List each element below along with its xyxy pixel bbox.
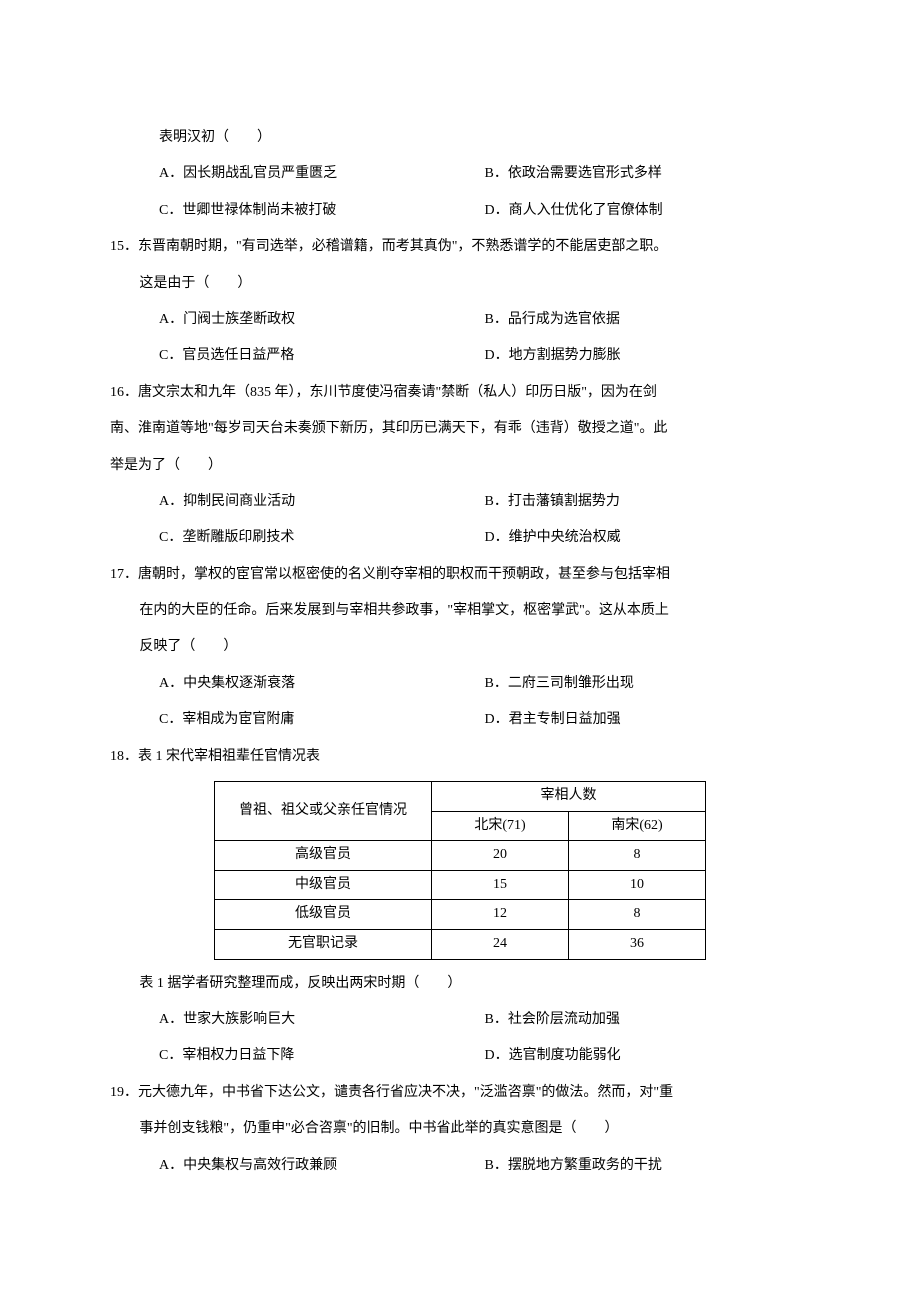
q17-stem-line3: 反映了（ ） <box>110 629 810 665</box>
q18-r1-bs: 15 <box>432 870 569 900</box>
q15-options-row2: C．官员选任日益严格 D．地方割据势力膨胀 <box>110 338 810 374</box>
q14-stem-trail: 表明汉初（ ） <box>110 120 810 156</box>
q18-r3-bs: 24 <box>432 930 569 960</box>
q18-r0-label: 高级官员 <box>215 841 432 871</box>
q14-opt-d: D．商人入仕优化了官僚体制 <box>485 193 811 229</box>
q17-opt-a: A．中央集权逐渐衰落 <box>159 666 485 702</box>
q19-opt-a: A．中央集权与高效行政兼顾 <box>159 1148 485 1184</box>
q19-options-row1: A．中央集权与高效行政兼顾 B．摆脱地方繁重政务的干扰 <box>110 1148 810 1184</box>
q18-r1-label: 中级官员 <box>215 870 432 900</box>
q17-opt-c: C．宰相成为宦官附庸 <box>159 702 485 738</box>
q18-r3-ns: 36 <box>569 930 706 960</box>
q17-options-row2: C．宰相成为宦官附庸 D．君主专制日益加强 <box>110 702 810 738</box>
q16-opt-a: A．抑制民间商业活动 <box>159 484 485 520</box>
q18-th-col2: 宰相人数 <box>432 782 706 812</box>
q17-stem-line2: 在内的大臣的任命。后来发展到与宰相共参政事，"宰相掌文，枢密掌武"。这从本质上 <box>110 593 810 629</box>
q17-opt-b: B．二府三司制雏形出现 <box>485 666 811 702</box>
table-row: 无官职记录 24 36 <box>215 930 706 960</box>
q18-r1-ns: 10 <box>569 870 706 900</box>
q18-th-col1: 曾祖、祖父或父亲任官情况 <box>215 782 432 841</box>
q15-opt-a: A．门阀士族垄断政权 <box>159 302 485 338</box>
q17-options-row1: A．中央集权逐渐衰落 B．二府三司制雏形出现 <box>110 666 810 702</box>
q15-opt-b: B．品行成为选官依据 <box>485 302 811 338</box>
q16-opt-b: B．打击藩镇割据势力 <box>485 484 811 520</box>
q19-stem-line1: 19．元大德九年，中书省下达公文，谴责各行省应决不决，"泛滥咨禀"的做法。然而，… <box>110 1075 810 1111</box>
q18-r3-label: 无官职记录 <box>215 930 432 960</box>
q15-number: 15． <box>110 239 138 254</box>
q18-opt-b: B．社会阶层流动加强 <box>485 1002 811 1038</box>
q19-number: 19． <box>110 1085 138 1100</box>
q14-opt-c: C．世卿世禄体制尚未被打破 <box>159 193 485 229</box>
q16-opt-c: C．垄断雕版印刷技术 <box>159 520 485 556</box>
q17-stem-line1: 17．唐朝时，掌权的宦官常以枢密使的名义削夺宰相的职权而干预朝政，甚至参与包括宰… <box>110 557 810 593</box>
q18-options-row1: A．世家大族影响巨大 B．社会阶层流动加强 <box>110 1002 810 1038</box>
q18-caption-line: 18．表 1 宋代宰相祖辈任官情况表 <box>110 739 810 775</box>
q16-options-row1: A．抑制民间商业活动 B．打击藩镇割据势力 <box>110 484 810 520</box>
q18-opt-c: C．宰相权力日益下降 <box>159 1038 485 1074</box>
q18-r2-ns: 8 <box>569 900 706 930</box>
q15-opt-d: D．地方割据势力膨胀 <box>485 338 811 374</box>
q17-stem1: 唐朝时，掌权的宦官常以枢密使的名义削夺宰相的职权而干预朝政，甚至参与包括宰相 <box>138 567 670 582</box>
q16-number: 16． <box>110 385 138 400</box>
q18-th-ns: 南宋(62) <box>569 811 706 841</box>
table-row: 高级官员 20 8 <box>215 841 706 871</box>
q18-number: 18． <box>110 749 138 764</box>
q15-options-row1: A．门阀士族垄断政权 B．品行成为选官依据 <box>110 302 810 338</box>
table-row: 曾祖、祖父或父亲任官情况 宰相人数 <box>215 782 706 812</box>
q18-r2-bs: 12 <box>432 900 569 930</box>
q16-options-row2: C．垄断雕版印刷技术 D．维护中央统治权威 <box>110 520 810 556</box>
q15-stem1: 东晋南朝时期，"有司选举，必稽谱籍，而考其真伪"，不熟悉谱学的不能居吏部之职。 <box>138 239 667 254</box>
q19-stem-line2: 事并创支钱粮"，仍重申"必合咨禀"的旧制。中书省此举的真实意图是（ ） <box>110 1111 810 1147</box>
q18-after-table: 表 1 据学者研究整理而成，反映出两宋时期（ ） <box>110 966 810 1002</box>
exam-page: 表明汉初（ ） A．因长期战乱官员严重匮乏 B．依政治需要选官形式多样 C．世卿… <box>0 0 920 1264</box>
q18-r0-ns: 8 <box>569 841 706 871</box>
q15-opt-c: C．官员选任日益严格 <box>159 338 485 374</box>
q18-caption: 表 1 宋代宰相祖辈任官情况表 <box>138 749 320 764</box>
q17-opt-d: D．君主专制日益加强 <box>485 702 811 738</box>
q14-options-row2: C．世卿世禄体制尚未被打破 D．商人入仕优化了官僚体制 <box>110 193 810 229</box>
q15-stem-line2: 这是由于（ ） <box>110 266 810 302</box>
q16-stem-line2: 南、淮南道等地"每岁司天台未奏颁下新历，其印历已满天下，有乖（违背）敬授之道"。… <box>110 411 810 447</box>
q18-th-bs: 北宋(71) <box>432 811 569 841</box>
q18-options-row2: C．宰相权力日益下降 D．选官制度功能弱化 <box>110 1038 810 1074</box>
q16-opt-d: D．维护中央统治权威 <box>485 520 811 556</box>
q18-table: 曾祖、祖父或父亲任官情况 宰相人数 北宋(71) 南宋(62) 高级官员 20 … <box>214 781 706 960</box>
q16-stem-line1: 16．唐文宗太和九年（835 年），东川节度使冯宿奏请"禁断（私人）印历日版"，… <box>110 375 810 411</box>
table-row: 低级官员 12 8 <box>215 900 706 930</box>
q18-opt-d: D．选官制度功能弱化 <box>485 1038 811 1074</box>
q18-opt-a: A．世家大族影响巨大 <box>159 1002 485 1038</box>
q18-r0-bs: 20 <box>432 841 569 871</box>
q19-stem1: 元大德九年，中书省下达公文，谴责各行省应决不决，"泛滥咨禀"的做法。然而，对"重 <box>138 1085 673 1100</box>
q14-options-row1: A．因长期战乱官员严重匮乏 B．依政治需要选官形式多样 <box>110 156 810 192</box>
q14-opt-b: B．依政治需要选官形式多样 <box>485 156 811 192</box>
q17-number: 17． <box>110 567 138 582</box>
q16-stem-line3: 举是为了（ ） <box>110 448 810 484</box>
q15-stem-line1: 15．东晋南朝时期，"有司选举，必稽谱籍，而考其真伪"，不熟悉谱学的不能居吏部之… <box>110 229 810 265</box>
q16-stem1: 唐文宗太和九年（835 年），东川节度使冯宿奏请"禁断（私人）印历日版"，因为在… <box>138 385 657 400</box>
table-row: 中级官员 15 10 <box>215 870 706 900</box>
q18-r2-label: 低级官员 <box>215 900 432 930</box>
q19-opt-b: B．摆脱地方繁重政务的干扰 <box>485 1148 811 1184</box>
q14-opt-a: A．因长期战乱官员严重匮乏 <box>159 156 485 192</box>
